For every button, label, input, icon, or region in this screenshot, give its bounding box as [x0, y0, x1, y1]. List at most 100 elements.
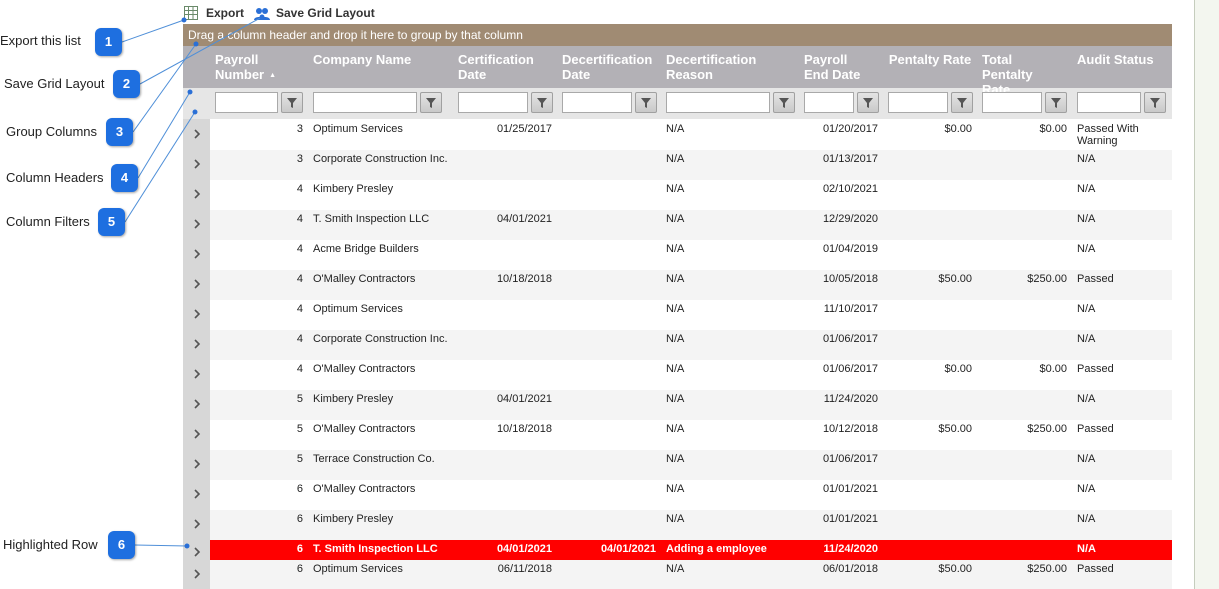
- filter-input[interactable]: [458, 92, 528, 113]
- data-row[interactable]: 4 O'Malley Contractors N/A 01/06/2017 $0.00 $…: [210, 360, 1172, 390]
- expand-button[interactable]: [190, 487, 204, 501]
- column-header[interactable]: Payroll End Date: [804, 52, 874, 82]
- filter-icon[interactable]: [532, 93, 552, 112]
- filter-button[interactable]: [1144, 92, 1166, 113]
- filter-input[interactable]: [982, 92, 1042, 113]
- expand-button[interactable]: [190, 567, 204, 581]
- expand-button[interactable]: [190, 157, 204, 171]
- filter-icon[interactable]: [636, 93, 656, 112]
- chevron[interactable]: [190, 457, 204, 471]
- column-header-text[interactable]: Pentalty Rate: [888, 52, 972, 67]
- column-header[interactable]: Company Name: [313, 52, 448, 67]
- chevron[interactable]: [190, 157, 204, 171]
- filter-button[interactable]: [1045, 92, 1067, 113]
- filter-button[interactable]: [635, 92, 657, 113]
- chevron[interactable]: [190, 127, 204, 141]
- data-row[interactable]: 4 O'Malley Contractors 10/18/2018 N/A 10/05/…: [210, 270, 1172, 300]
- export-button[interactable]: Export: [206, 6, 245, 20]
- filter-icon[interactable]: [774, 93, 794, 112]
- data-row[interactable]: 5 O'Malley Contractors 10/18/2018 N/A 10/12/…: [210, 420, 1172, 450]
- chevron[interactable]: [190, 427, 204, 441]
- group-panel[interactable]: Drag a column header and drop it here to…: [183, 24, 1172, 46]
- filter-input[interactable]: [804, 92, 854, 113]
- filter-button[interactable]: [857, 92, 879, 113]
- column-header-text[interactable]: Company Name: [313, 52, 412, 67]
- expand-button[interactable]: [190, 397, 204, 411]
- column-header[interactable]: Decertification Reason: [666, 52, 796, 82]
- filter-button[interactable]: [773, 92, 795, 113]
- column-header[interactable]: Pentalty Rate: [888, 52, 972, 67]
- expand-button[interactable]: [190, 217, 204, 231]
- filter-input[interactable]: [215, 92, 278, 113]
- chevron[interactable]: [190, 247, 204, 261]
- data-row[interactable]: 5 Terrace Construction Co. N/A 01/06/2017 N/…: [210, 450, 1172, 480]
- filter-button[interactable]: [951, 92, 973, 113]
- expand-button[interactable]: [190, 127, 204, 141]
- filter-icon[interactable]: [1046, 93, 1066, 112]
- cell: Passed: [1077, 273, 1114, 285]
- data-row[interactable]: 6 Optimum Services 06/11/2018 N/A 06/01/2018…: [210, 560, 1172, 589]
- cell: 06/01/2018: [822, 563, 878, 575]
- chevron[interactable]: [190, 187, 204, 201]
- expand-button[interactable]: [190, 277, 204, 291]
- chevron[interactable]: [190, 307, 204, 321]
- expand-button[interactable]: [190, 247, 204, 261]
- filter-input[interactable]: [888, 92, 948, 113]
- data-row[interactable]: 6 O'Malley Contractors N/A 01/01/2021 N/A: [210, 480, 1172, 510]
- chevron[interactable]: [190, 567, 204, 581]
- data-row[interactable]: 6 T. Smith Inspection LLC 04/01/2021 04/01/…: [210, 540, 1172, 560]
- data-row[interactable]: 3 Optimum Services 01/25/2017 N/A 01/20/2017…: [210, 120, 1172, 150]
- filter-input[interactable]: [313, 92, 417, 113]
- filter-icon[interactable]: [1145, 93, 1165, 112]
- data-row[interactable]: 4 Optimum Services N/A 11/10/2017 N/A: [210, 300, 1172, 330]
- expand-button[interactable]: [190, 307, 204, 321]
- filter-button[interactable]: [281, 92, 303, 113]
- filter-icon[interactable]: [952, 93, 972, 112]
- column-header-text[interactable]: Payroll Number: [215, 52, 265, 82]
- expand-button[interactable]: [190, 337, 204, 351]
- sort-arrow[interactable]: ▲: [269, 72, 277, 80]
- data-row[interactable]: 4 T. Smith Inspection LLC 04/01/2021 N/A 12/…: [210, 210, 1172, 240]
- filter-icon[interactable]: [858, 93, 878, 112]
- data-row[interactable]: 4 Kimbery Presley N/A 02/10/2021 N/A: [210, 180, 1172, 210]
- data-row[interactable]: 5 Kimbery Presley 04/01/2021 N/A 11/24/2020 N…: [210, 390, 1172, 420]
- column-header-text[interactable]: Decertification Date: [562, 52, 653, 82]
- chevron[interactable]: [190, 397, 204, 411]
- chevron[interactable]: [190, 545, 204, 559]
- filter-input[interactable]: [562, 92, 632, 113]
- column-header[interactable]: Payroll Number ▲: [215, 52, 303, 83]
- data-row[interactable]: 4 Acme Bridge Builders N/A 01/04/2019 N/A: [210, 240, 1172, 270]
- filter-input[interactable]: [1077, 92, 1141, 113]
- chevron[interactable]: [190, 337, 204, 351]
- cell: 01/01/2021: [822, 483, 878, 495]
- column-header-text[interactable]: Decertification Reason: [666, 52, 757, 82]
- expand-button[interactable]: [190, 187, 204, 201]
- callout-label: Highlighted Row: [3, 537, 98, 552]
- expand-button[interactable]: [190, 457, 204, 471]
- column-header[interactable]: Audit Status: [1077, 52, 1170, 67]
- column-header[interactable]: Decertification Date: [562, 52, 662, 82]
- chevron[interactable]: [190, 277, 204, 291]
- filter-input[interactable]: [666, 92, 770, 113]
- chevron[interactable]: [190, 367, 204, 381]
- expand-button[interactable]: [190, 367, 204, 381]
- expand-button[interactable]: [190, 545, 204, 559]
- chevron[interactable]: [190, 487, 204, 501]
- filter-button[interactable]: [420, 92, 442, 113]
- column-header-text[interactable]: Certification Date: [458, 52, 534, 82]
- filter-icon[interactable]: [282, 93, 302, 112]
- chevron[interactable]: [190, 517, 204, 531]
- export-icon[interactable]: [184, 6, 199, 21]
- chevron[interactable]: [190, 217, 204, 231]
- expand-button[interactable]: [190, 427, 204, 441]
- filter-button[interactable]: [531, 92, 553, 113]
- column-header-text[interactable]: Audit Status: [1077, 52, 1154, 67]
- column-header[interactable]: Certification Date: [458, 52, 552, 82]
- save-layout-button[interactable]: Save Grid Layout: [276, 6, 375, 20]
- data-row[interactable]: 6 Kimbery Presley N/A 01/01/2021 N/A: [210, 510, 1172, 540]
- data-row[interactable]: 3 Corporate Construction Inc. N/A 01/13/201…: [210, 150, 1172, 180]
- expand-button[interactable]: [190, 517, 204, 531]
- filter-icon[interactable]: [421, 93, 441, 112]
- column-header-text[interactable]: Payroll End Date: [804, 52, 861, 82]
- data-row[interactable]: 4 Corporate Construction Inc. N/A 01/06/201…: [210, 330, 1172, 360]
